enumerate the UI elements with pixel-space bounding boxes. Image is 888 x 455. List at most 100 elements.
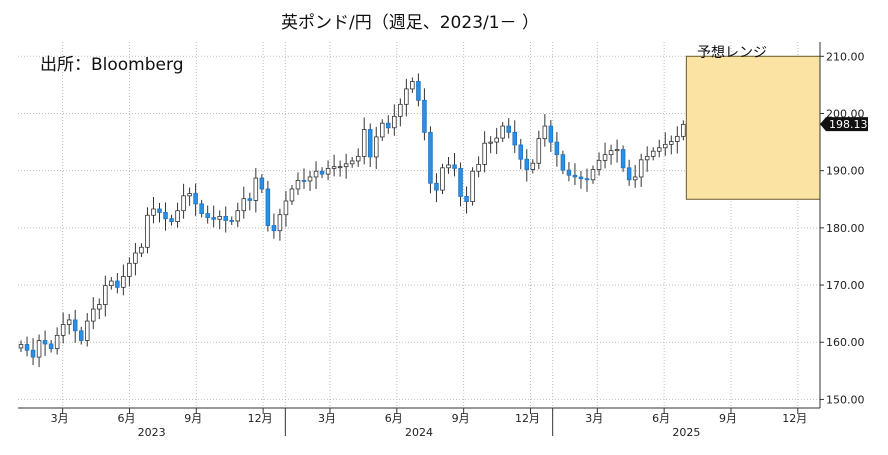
forecast-range-layer (685, 55, 821, 200)
last-price-label: 198.13 (829, 118, 868, 131)
candle-body (440, 167, 445, 191)
candle-body (506, 125, 511, 133)
candle-body (289, 188, 295, 202)
candle-body (277, 214, 283, 232)
candle-body (253, 177, 259, 201)
candle-body (488, 141, 493, 144)
candle-body (373, 136, 379, 158)
x-tick-label: 3月 (318, 412, 336, 425)
candle-body (30, 349, 36, 358)
candle-body (638, 159, 644, 178)
candle-body (524, 158, 530, 170)
candle-body (36, 340, 42, 358)
candle-body (97, 304, 102, 310)
candle-body (434, 182, 439, 191)
candle-body (307, 176, 313, 182)
candle-body (283, 200, 289, 216)
y-tick-label: 160.00 (826, 336, 865, 349)
candle-body (223, 216, 228, 221)
candle-body (355, 155, 361, 162)
grid-layer (18, 42, 820, 408)
candle-body (422, 99, 427, 133)
candle-body (530, 162, 536, 170)
candle-body (157, 208, 162, 213)
candle-body (181, 195, 186, 212)
candle-body (500, 125, 505, 139)
candle-body (133, 252, 138, 264)
candle-body (410, 81, 415, 90)
candle-body (416, 81, 421, 101)
candle-body (217, 216, 222, 220)
candle-body (313, 170, 319, 178)
candle-body (115, 280, 120, 288)
candle-body (542, 125, 548, 140)
candle-body (301, 179, 307, 182)
candle-body (18, 344, 24, 349)
x-year-label: 2024 (405, 426, 433, 439)
candle-body (608, 150, 614, 156)
candle-body (265, 188, 271, 226)
candle-body (60, 324, 66, 336)
candle-body (325, 167, 331, 175)
candle-body (536, 138, 542, 164)
candle-body (84, 320, 90, 341)
candle-body (199, 203, 204, 214)
candle-body (464, 196, 469, 202)
candle-body (482, 142, 487, 165)
chart-title: 英ポンド/円（週足、2023/1－ ） (281, 13, 539, 33)
candle-body (470, 170, 475, 202)
candle-body (675, 135, 680, 142)
candle-body (518, 144, 524, 160)
candle-body (109, 280, 114, 287)
forecast-range-label: 予想レンジ (697, 45, 767, 61)
candle-body (398, 103, 403, 117)
y-tick-label: 210.00 (826, 50, 865, 63)
x-tick-label: 3月 (51, 412, 69, 425)
candle-body (626, 167, 632, 181)
forecast-range-box (685, 55, 821, 200)
x-tick-label: 9月 (719, 412, 737, 425)
candle-body (241, 198, 247, 212)
candle-body (656, 147, 662, 152)
candle-body (644, 155, 650, 161)
candle-body (392, 115, 397, 129)
candle-body (139, 246, 144, 254)
candle-body (78, 330, 84, 341)
candle-body (578, 176, 584, 180)
candle-body (404, 88, 409, 105)
candle-body (295, 179, 301, 190)
candle-body (193, 193, 198, 205)
source-label: 出所：Bloomberg (40, 55, 183, 75)
candle-body (163, 212, 168, 220)
candle-body (211, 217, 216, 220)
x-tick-label: 9月 (184, 412, 202, 425)
candle-body (452, 164, 457, 169)
candle-body (548, 125, 554, 143)
candle-body (48, 343, 54, 349)
candle-body (145, 214, 150, 248)
candle-body (205, 213, 210, 218)
candle-body (42, 340, 48, 345)
y-tick-label: 180.00 (826, 222, 865, 235)
candle-body (127, 262, 132, 277)
candle-body (596, 159, 602, 170)
candle-body (169, 218, 174, 222)
candle-body (54, 334, 60, 349)
y-tick-label: 190.00 (826, 165, 865, 178)
x-tick-label: 6月 (117, 412, 135, 425)
candle-body (247, 198, 253, 201)
candle-body (669, 141, 674, 145)
candle-body (476, 163, 481, 172)
candle-body (662, 143, 668, 149)
candle-body (566, 169, 572, 176)
candle-body (271, 225, 277, 232)
candle-body (386, 122, 391, 129)
candle-body (72, 319, 78, 332)
candle-body (554, 141, 560, 156)
x-tick-label: 3月 (585, 412, 603, 425)
candle-body (446, 164, 451, 169)
candle-body (367, 129, 373, 158)
candle-body (24, 344, 30, 351)
